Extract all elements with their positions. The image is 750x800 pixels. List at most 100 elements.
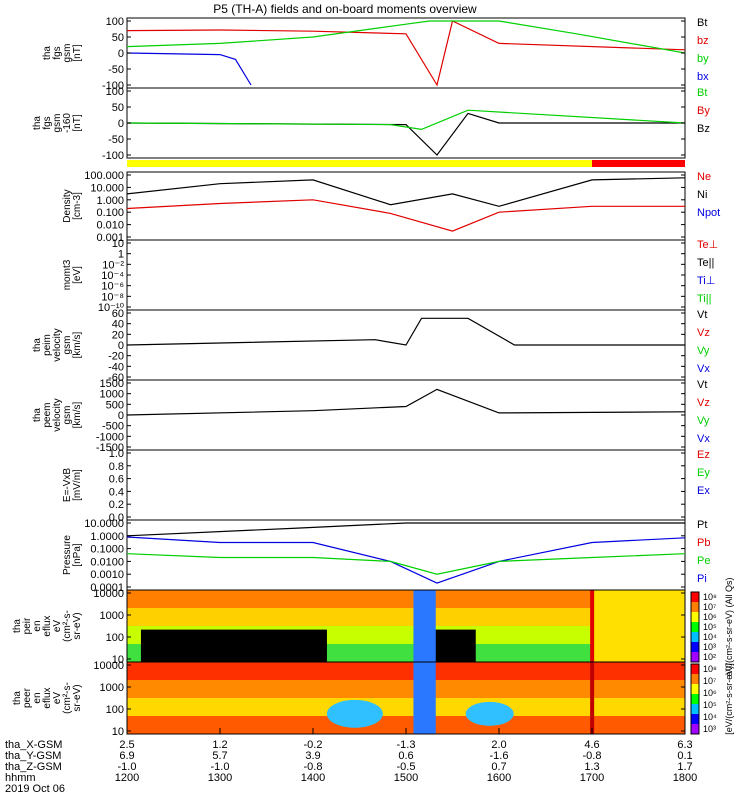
y-tick-label: 10⁻¹⁰ xyxy=(98,302,125,314)
colorbar-segment xyxy=(691,602,699,613)
y-axis-label: gsm xyxy=(62,336,73,355)
y-tick-label: 1000 xyxy=(100,389,124,401)
y-tick-label: 100 xyxy=(106,86,124,98)
colorbar-frame xyxy=(690,591,700,663)
y-axis-label: [nPa] xyxy=(72,543,83,567)
panel-frame-p6 xyxy=(126,379,686,451)
y-tick-label: 10⁻² xyxy=(102,259,124,271)
x-value: 1.3 xyxy=(584,761,599,773)
y-tick-label: 10.000 xyxy=(90,182,124,194)
x-value: 1.2 xyxy=(212,739,227,751)
colorbar-tick: 10⁵ xyxy=(703,622,717,632)
legend-Pt: Pt xyxy=(697,519,707,531)
y-axis-label: [mV/m] xyxy=(72,469,83,501)
series-Pi xyxy=(127,536,685,584)
x-value: 1300 xyxy=(208,772,232,784)
y-axis-label: sr-eV) xyxy=(72,612,83,639)
y-axis-label: tha xyxy=(32,116,43,130)
series-Ni xyxy=(127,177,685,207)
y-tick-label: 0.8 xyxy=(109,461,124,473)
legend-Vy: Vy xyxy=(697,415,710,427)
spectrogram-low-flux xyxy=(429,629,476,662)
series-Ne xyxy=(127,199,685,232)
y-tick-label: 1000 xyxy=(100,610,124,622)
x-value: -0.2 xyxy=(304,739,323,751)
spectrogram-low-flux xyxy=(140,629,327,662)
x-row-label: tha_X-GSM xyxy=(5,739,62,751)
y-tick-label: 10 xyxy=(112,654,124,666)
colorbar-segment xyxy=(691,592,699,603)
y-tick-label: 0.2 xyxy=(109,499,124,511)
x-value: 3.9 xyxy=(305,750,320,762)
y-tick-label: 0 xyxy=(118,48,124,60)
panel-frames xyxy=(126,17,686,735)
colorbar-tick: 10⁴ xyxy=(703,712,717,722)
y-tick-label: 1.000 xyxy=(96,195,124,207)
y-axis-label: [nT] xyxy=(72,114,83,131)
x-value: -0.8 xyxy=(304,761,323,773)
chart-title: P5 (TH-A) fields and on-board moments ov… xyxy=(213,2,477,16)
spectrogram-blob xyxy=(326,699,383,728)
y-tick-label: -100 xyxy=(102,80,124,92)
x-value: 5.7 xyxy=(212,750,227,762)
y-tick-label: 0 xyxy=(118,118,124,130)
y-tick-label: 100.000 xyxy=(84,170,124,182)
legend-Bt: Bt xyxy=(697,17,707,29)
x-value: -1.3 xyxy=(397,739,416,751)
legend-Ni: Ni xyxy=(697,189,707,201)
y-tick-label: -1000 xyxy=(96,431,124,443)
y-tick-label: 10000 xyxy=(93,660,124,672)
panel-frame-p4 xyxy=(126,239,686,311)
legend-Ex: Ex xyxy=(697,485,710,497)
x-value: 1500 xyxy=(394,772,418,784)
colorbar-tick: 10⁷ xyxy=(703,602,716,612)
y-axis-label: peem xyxy=(42,402,53,427)
colorbar-segment xyxy=(691,684,699,695)
x-value: 2.0 xyxy=(491,739,506,751)
y-axis-label: fgs xyxy=(42,116,53,129)
colorbar-tick: 10³ xyxy=(703,724,716,734)
y-axis-label: (cm²-s- xyxy=(62,682,73,714)
colorbar-tick: 10⁸ xyxy=(703,592,717,602)
spectrogram-marker xyxy=(590,662,595,734)
legend-Ez: Ez xyxy=(697,449,710,461)
y-axis-label: eflux xyxy=(42,615,53,636)
y-axis-label: eV xyxy=(52,620,63,633)
y-tick-label: 10 xyxy=(112,726,124,738)
x-value: 4.6 xyxy=(584,739,599,751)
x-value: -0.5 xyxy=(397,761,416,773)
legend-Vt: Vt xyxy=(697,309,707,321)
x-value: 1400 xyxy=(301,772,325,784)
y-tick-label: 0.6 xyxy=(109,474,124,486)
legend-Vt: Vt xyxy=(697,379,707,391)
x-value: 1200 xyxy=(115,772,139,784)
y-tick-label: -1500 xyxy=(96,442,124,454)
y-axis-label: [eV] xyxy=(72,266,83,284)
legend-Pi: Pi xyxy=(697,573,707,585)
y-tick-label: 10⁻⁶ xyxy=(101,281,124,293)
legend-By: By xyxy=(697,105,710,117)
y-axis-label: tha xyxy=(12,691,23,705)
y-tick-label: 10 xyxy=(112,238,124,250)
colorbar-segment xyxy=(691,674,699,685)
legend-by: by xyxy=(697,53,709,65)
colorbar-tick: 10² xyxy=(703,652,716,662)
y-tick-label: 10⁻⁸ xyxy=(101,291,124,303)
legend-Vz: Vz xyxy=(697,327,710,339)
colorbar-segment xyxy=(691,652,699,663)
legend-bz: bz xyxy=(697,35,709,47)
y-tick-label: -50 xyxy=(108,134,124,146)
spectrogram-band xyxy=(127,590,685,609)
x-value: 2.5 xyxy=(119,739,134,751)
colorbar-segment xyxy=(691,632,699,643)
y-axis-label: [cm-3] xyxy=(72,192,83,220)
y-axis-label: [km/s] xyxy=(72,401,83,428)
x-value: 6.9 xyxy=(119,750,134,762)
orbit-bar-yellow xyxy=(127,160,592,167)
y-tick-label: 0.4 xyxy=(109,486,124,498)
legend-Vz: Vz xyxy=(697,397,710,409)
colorbar-tick: 10⁵ xyxy=(703,700,717,710)
x-row-label: tha_Y-GSM xyxy=(5,750,61,762)
y-tick-label: 50 xyxy=(112,102,124,114)
colorbar-tick: 10⁷ xyxy=(703,676,716,686)
